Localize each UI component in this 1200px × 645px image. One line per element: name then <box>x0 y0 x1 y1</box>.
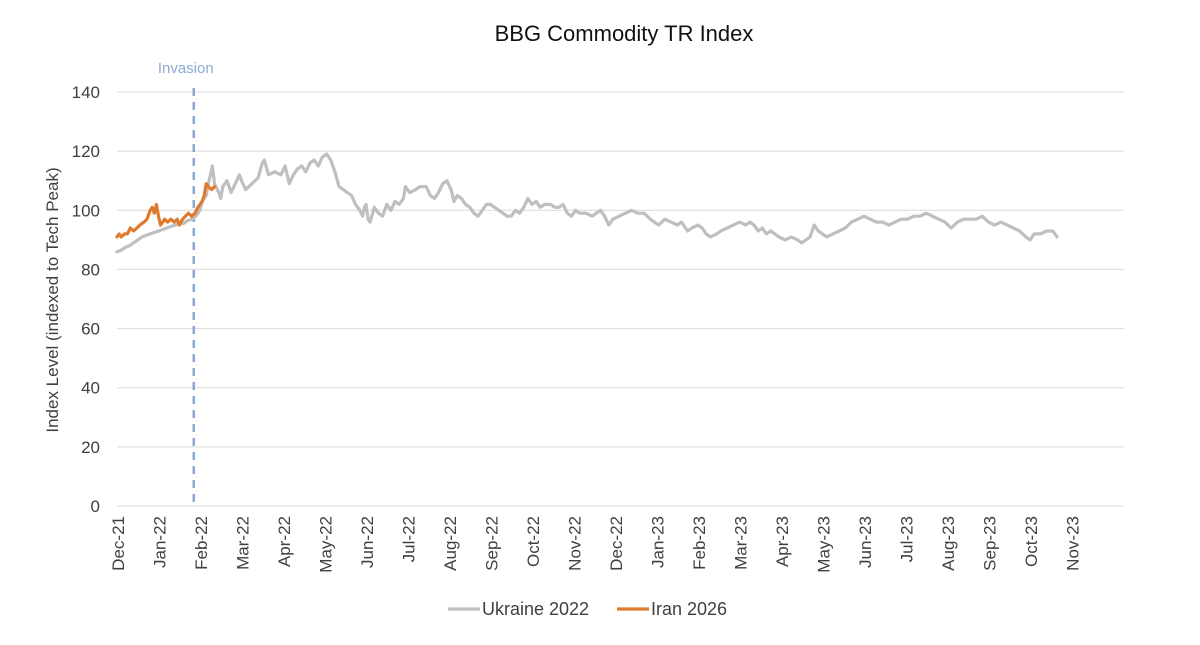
y-tick-label: 120 <box>72 142 100 161</box>
legend-label: Ukraine 2022 <box>482 599 589 619</box>
gridlines <box>117 91 1124 507</box>
x-tick-label: Oct-22 <box>524 516 543 567</box>
y-tick-label: 40 <box>81 379 100 398</box>
y-axis-ticks: 0 20 40 60 80 100 120 140 <box>72 83 100 516</box>
x-tick-label: Jan-23 <box>649 516 668 568</box>
x-tick-label: Mar-22 <box>234 516 253 570</box>
y-tick-label: 100 <box>72 201 100 220</box>
x-tick-label: May-23 <box>815 516 834 573</box>
x-tick-label: Apr-23 <box>773 516 792 567</box>
x-tick-label: Apr-22 <box>275 516 294 567</box>
invasion-label: Invasion <box>158 60 214 77</box>
chart-title: BBG Commodity TR Index <box>495 21 754 46</box>
x-tick-label: Dec-22 <box>607 516 626 571</box>
x-axis-ticks: Dec-21 Jan-22 Feb-22 Mar-22 Apr-22 May-22 Jun-… <box>109 516 1083 573</box>
y-tick-label: 60 <box>81 320 100 339</box>
x-tick-label: Feb-22 <box>192 516 211 570</box>
x-tick-label: Jun-22 <box>358 516 377 568</box>
y-tick-label: 80 <box>81 260 100 279</box>
x-tick-label: Aug-22 <box>441 516 460 571</box>
y-tick-label: 140 <box>72 83 100 102</box>
invasion-annotation: Invasion <box>158 60 214 506</box>
x-tick-label: Nov-22 <box>566 516 585 571</box>
y-axis-label: Index Level (indexed to Tech Peak) <box>43 167 62 432</box>
x-tick-label: May-22 <box>317 516 336 573</box>
x-tick-label: Jun-23 <box>856 516 875 568</box>
series-line-ukraine-2022 <box>115 152 1059 254</box>
x-tick-label: Sep-22 <box>483 516 502 571</box>
x-tick-label: Aug-23 <box>939 516 958 571</box>
legend-label: Iran 2026 <box>651 599 727 619</box>
x-tick-label: Nov-23 <box>1064 516 1083 571</box>
legend: Ukraine 2022 Iran 2026 <box>448 599 727 619</box>
series-lines <box>115 152 1059 254</box>
y-tick-label: 0 <box>91 497 100 516</box>
x-tick-label: Dec-21 <box>109 516 128 571</box>
x-tick-label: Jul-22 <box>400 516 419 562</box>
x-tick-label: Jan-22 <box>151 516 170 568</box>
x-tick-label: Oct-23 <box>1022 516 1041 567</box>
x-tick-label: Mar-23 <box>732 516 751 570</box>
x-tick-label: Sep-23 <box>981 516 1000 571</box>
y-tick-label: 20 <box>81 438 100 457</box>
series-line-iran-2026 <box>115 182 217 239</box>
x-tick-label: Feb-23 <box>690 516 709 570</box>
x-tick-label: Jul-23 <box>898 516 917 562</box>
